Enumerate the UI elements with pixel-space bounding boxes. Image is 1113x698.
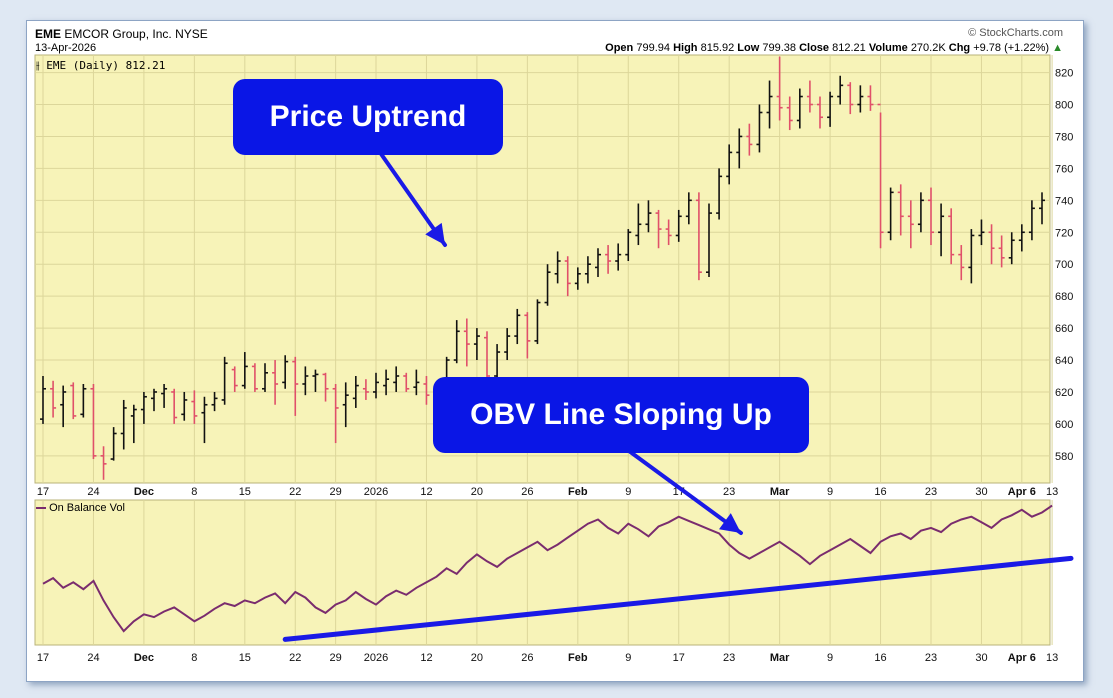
obv-callout-arrow-head bbox=[719, 513, 741, 533]
price-tick-label: 680 bbox=[1055, 291, 1073, 303]
header-date: 13-Apr-2026 bbox=[35, 42, 97, 54]
x-tick-label-bottom: 13 bbox=[1046, 652, 1058, 664]
x-tick-label: 23 bbox=[723, 486, 735, 498]
price-callout-arrow-head bbox=[425, 222, 445, 245]
x-tick-label-bottom: Dec bbox=[134, 652, 154, 664]
label-volume: Volume bbox=[868, 42, 908, 54]
x-tick-label: 9 bbox=[827, 486, 833, 498]
price-tick-label: 760 bbox=[1055, 163, 1073, 175]
callout-price-uptrend: Price Uptrend bbox=[233, 79, 503, 155]
x-tick-label-bottom: 29 bbox=[330, 652, 342, 664]
obv-line bbox=[42, 504, 1053, 633]
value-chg: +9.78 (+1.22%) bbox=[973, 42, 1050, 54]
x-tick-label: 22 bbox=[289, 486, 301, 498]
obv-line-swatch-icon bbox=[36, 507, 46, 510]
price-tick-label: 780 bbox=[1055, 131, 1073, 143]
price-tick-label: 720 bbox=[1055, 227, 1073, 239]
x-tick-label: 15 bbox=[239, 486, 251, 498]
x-tick-label-bottom: 17 bbox=[37, 652, 49, 664]
header-source: © StockCharts.com bbox=[968, 27, 1063, 39]
x-tick-label: 12 bbox=[420, 486, 432, 498]
obv-trendline bbox=[282, 555, 1074, 642]
label-low: Low bbox=[737, 42, 760, 54]
x-tick-label: Mar bbox=[770, 486, 790, 498]
x-tick-label: 23 bbox=[925, 486, 937, 498]
label-close: Close bbox=[799, 42, 830, 54]
bar-chart-icon: ⫲ bbox=[36, 59, 40, 72]
price-tick-label: 700 bbox=[1055, 259, 1073, 271]
price-tick-label: 820 bbox=[1055, 68, 1073, 80]
x-tick-label: Feb bbox=[568, 486, 588, 498]
obv-legend: On Balance Vol bbox=[36, 502, 125, 514]
x-tick-label: 2026 bbox=[364, 486, 388, 498]
header-ohlc: Open 799.94 High 815.92 Low 799.38 Close… bbox=[605, 42, 1063, 54]
x-tick-label: Dec bbox=[134, 486, 154, 498]
price-tick-label: 620 bbox=[1055, 387, 1073, 399]
label-open: Open bbox=[605, 42, 634, 54]
x-tick-label: 26 bbox=[521, 486, 533, 498]
header-symbol: EME bbox=[35, 27, 62, 41]
x-tick-label: 20 bbox=[471, 486, 483, 498]
chg-up-icon: ▲ bbox=[1052, 42, 1063, 54]
value-open: 799.94 bbox=[636, 42, 670, 54]
x-tick-label: 8 bbox=[191, 486, 197, 498]
obv-callout-arrow-shaft bbox=[627, 449, 743, 535]
x-tick-label-bottom: 8 bbox=[191, 652, 197, 664]
x-tick-label-bottom: 16 bbox=[874, 652, 886, 664]
value-low: 799.38 bbox=[762, 42, 797, 54]
x-tick-label: 30 bbox=[975, 486, 987, 498]
price-legend-text: EME (Daily) 812.21 bbox=[46, 59, 166, 72]
x-tick-label-bottom: Feb bbox=[568, 652, 588, 664]
chart-svg: 5806006206406606807007207407607808008201… bbox=[34, 54, 1074, 664]
x-tick-label-bottom: 26 bbox=[521, 652, 533, 664]
price-tick-label: 740 bbox=[1055, 195, 1073, 207]
x-tick-label-bottom: 23 bbox=[723, 652, 735, 664]
price-legend: ⫲ EME (Daily) 812.21 bbox=[36, 59, 165, 73]
x-tick-label: 29 bbox=[330, 486, 342, 498]
price-tick-label: 660 bbox=[1055, 323, 1073, 335]
value-close: 812.21 bbox=[832, 42, 866, 54]
x-tick-label: 24 bbox=[87, 486, 99, 498]
x-tick-label: 17 bbox=[37, 486, 49, 498]
header-exchange: NYSE bbox=[175, 27, 208, 41]
x-tick-label: Apr 6 bbox=[1008, 486, 1036, 498]
x-tick-label-bottom: Apr 6 bbox=[1008, 652, 1036, 664]
x-tick-label-bottom: 2026 bbox=[364, 652, 388, 664]
callout-obv-sloping-up: OBV Line Sloping Up bbox=[433, 377, 809, 453]
value-high: 815.92 bbox=[700, 42, 735, 54]
label-chg: Chg bbox=[948, 42, 971, 54]
x-tick-label-bottom: 9 bbox=[625, 652, 631, 664]
x-tick-label-bottom: 24 bbox=[87, 652, 99, 664]
x-tick-label: 13 bbox=[1046, 486, 1058, 498]
price-tick-label: 580 bbox=[1055, 451, 1073, 463]
x-tick-label-bottom: 22 bbox=[289, 652, 301, 664]
x-tick-label-bottom: 15 bbox=[239, 652, 251, 664]
price-tick-label: 640 bbox=[1055, 355, 1073, 367]
x-tick-label-bottom: 12 bbox=[420, 652, 432, 664]
x-tick-label-bottom: 23 bbox=[925, 652, 937, 664]
price-tick-label: 600 bbox=[1055, 419, 1073, 431]
x-tick-label: 16 bbox=[874, 486, 886, 498]
x-tick-label-bottom: 20 bbox=[471, 652, 483, 664]
header-company: EMCOR Group, Inc. bbox=[64, 27, 172, 41]
chart-frame: 580 600 620 640 660 680 700 720 740 760 780 800 820 1… bbox=[26, 20, 1084, 682]
label-high: High bbox=[673, 42, 698, 54]
x-tick-label-bottom: Mar bbox=[770, 652, 790, 664]
obv-legend-text: On Balance Vol bbox=[49, 502, 125, 514]
x-tick-label-bottom: 17 bbox=[673, 652, 685, 664]
header-symbol-line: EME EMCOR Group, Inc. NYSE bbox=[35, 27, 208, 41]
x-tick-label: 9 bbox=[625, 486, 631, 498]
price-tick-label: 800 bbox=[1055, 100, 1073, 112]
value-volume: 270.2K bbox=[910, 42, 946, 54]
obv-panel bbox=[34, 499, 1051, 646]
x-tick-label-bottom: 30 bbox=[975, 652, 987, 664]
x-tick-label-bottom: 9 bbox=[827, 652, 833, 664]
